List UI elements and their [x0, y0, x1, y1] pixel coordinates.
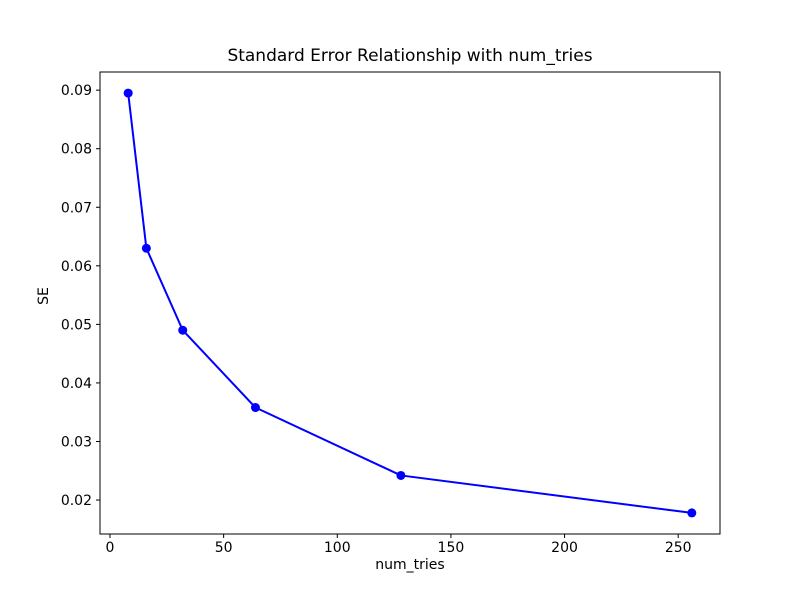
y-tick-label: 0.06 — [61, 259, 92, 275]
x-tick-label: 250 — [665, 540, 692, 556]
data-point-marker — [178, 325, 188, 335]
chart-title: Standard Error Relationship with num_tri… — [227, 46, 593, 66]
y-tick-label: 0.05 — [61, 317, 92, 333]
data-point-marker — [396, 470, 406, 480]
y-tick-label: 0.04 — [61, 376, 92, 392]
y-tick-label: 0.02 — [61, 493, 92, 509]
y-tick-label: 0.08 — [61, 142, 92, 158]
x-tick-label: 0 — [106, 540, 115, 556]
y-tick-label: 0.09 — [61, 83, 92, 99]
data-point-marker — [687, 508, 697, 518]
x-axis-label: num_tries — [375, 557, 445, 573]
y-tick-label: 0.03 — [61, 434, 92, 450]
x-tick-label: 150 — [438, 540, 465, 556]
data-point-marker — [250, 403, 260, 413]
x-tick-label: 50 — [215, 540, 233, 556]
x-tick-label: 100 — [324, 540, 351, 556]
plot-border — [99, 71, 721, 535]
data-point-marker — [123, 88, 133, 98]
se-line — [127, 92, 692, 514]
y-axis-label: SE — [36, 287, 52, 305]
y-tick-label: 0.07 — [61, 200, 92, 216]
x-tick-label: 200 — [551, 540, 578, 556]
data-point-marker — [141, 243, 151, 253]
